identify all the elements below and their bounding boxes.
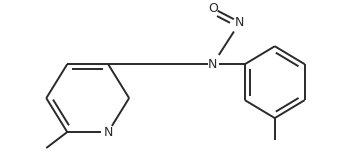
Text: O: O — [208, 2, 218, 15]
Text: N: N — [235, 16, 245, 29]
Text: N: N — [103, 126, 113, 139]
Text: N: N — [208, 58, 218, 71]
